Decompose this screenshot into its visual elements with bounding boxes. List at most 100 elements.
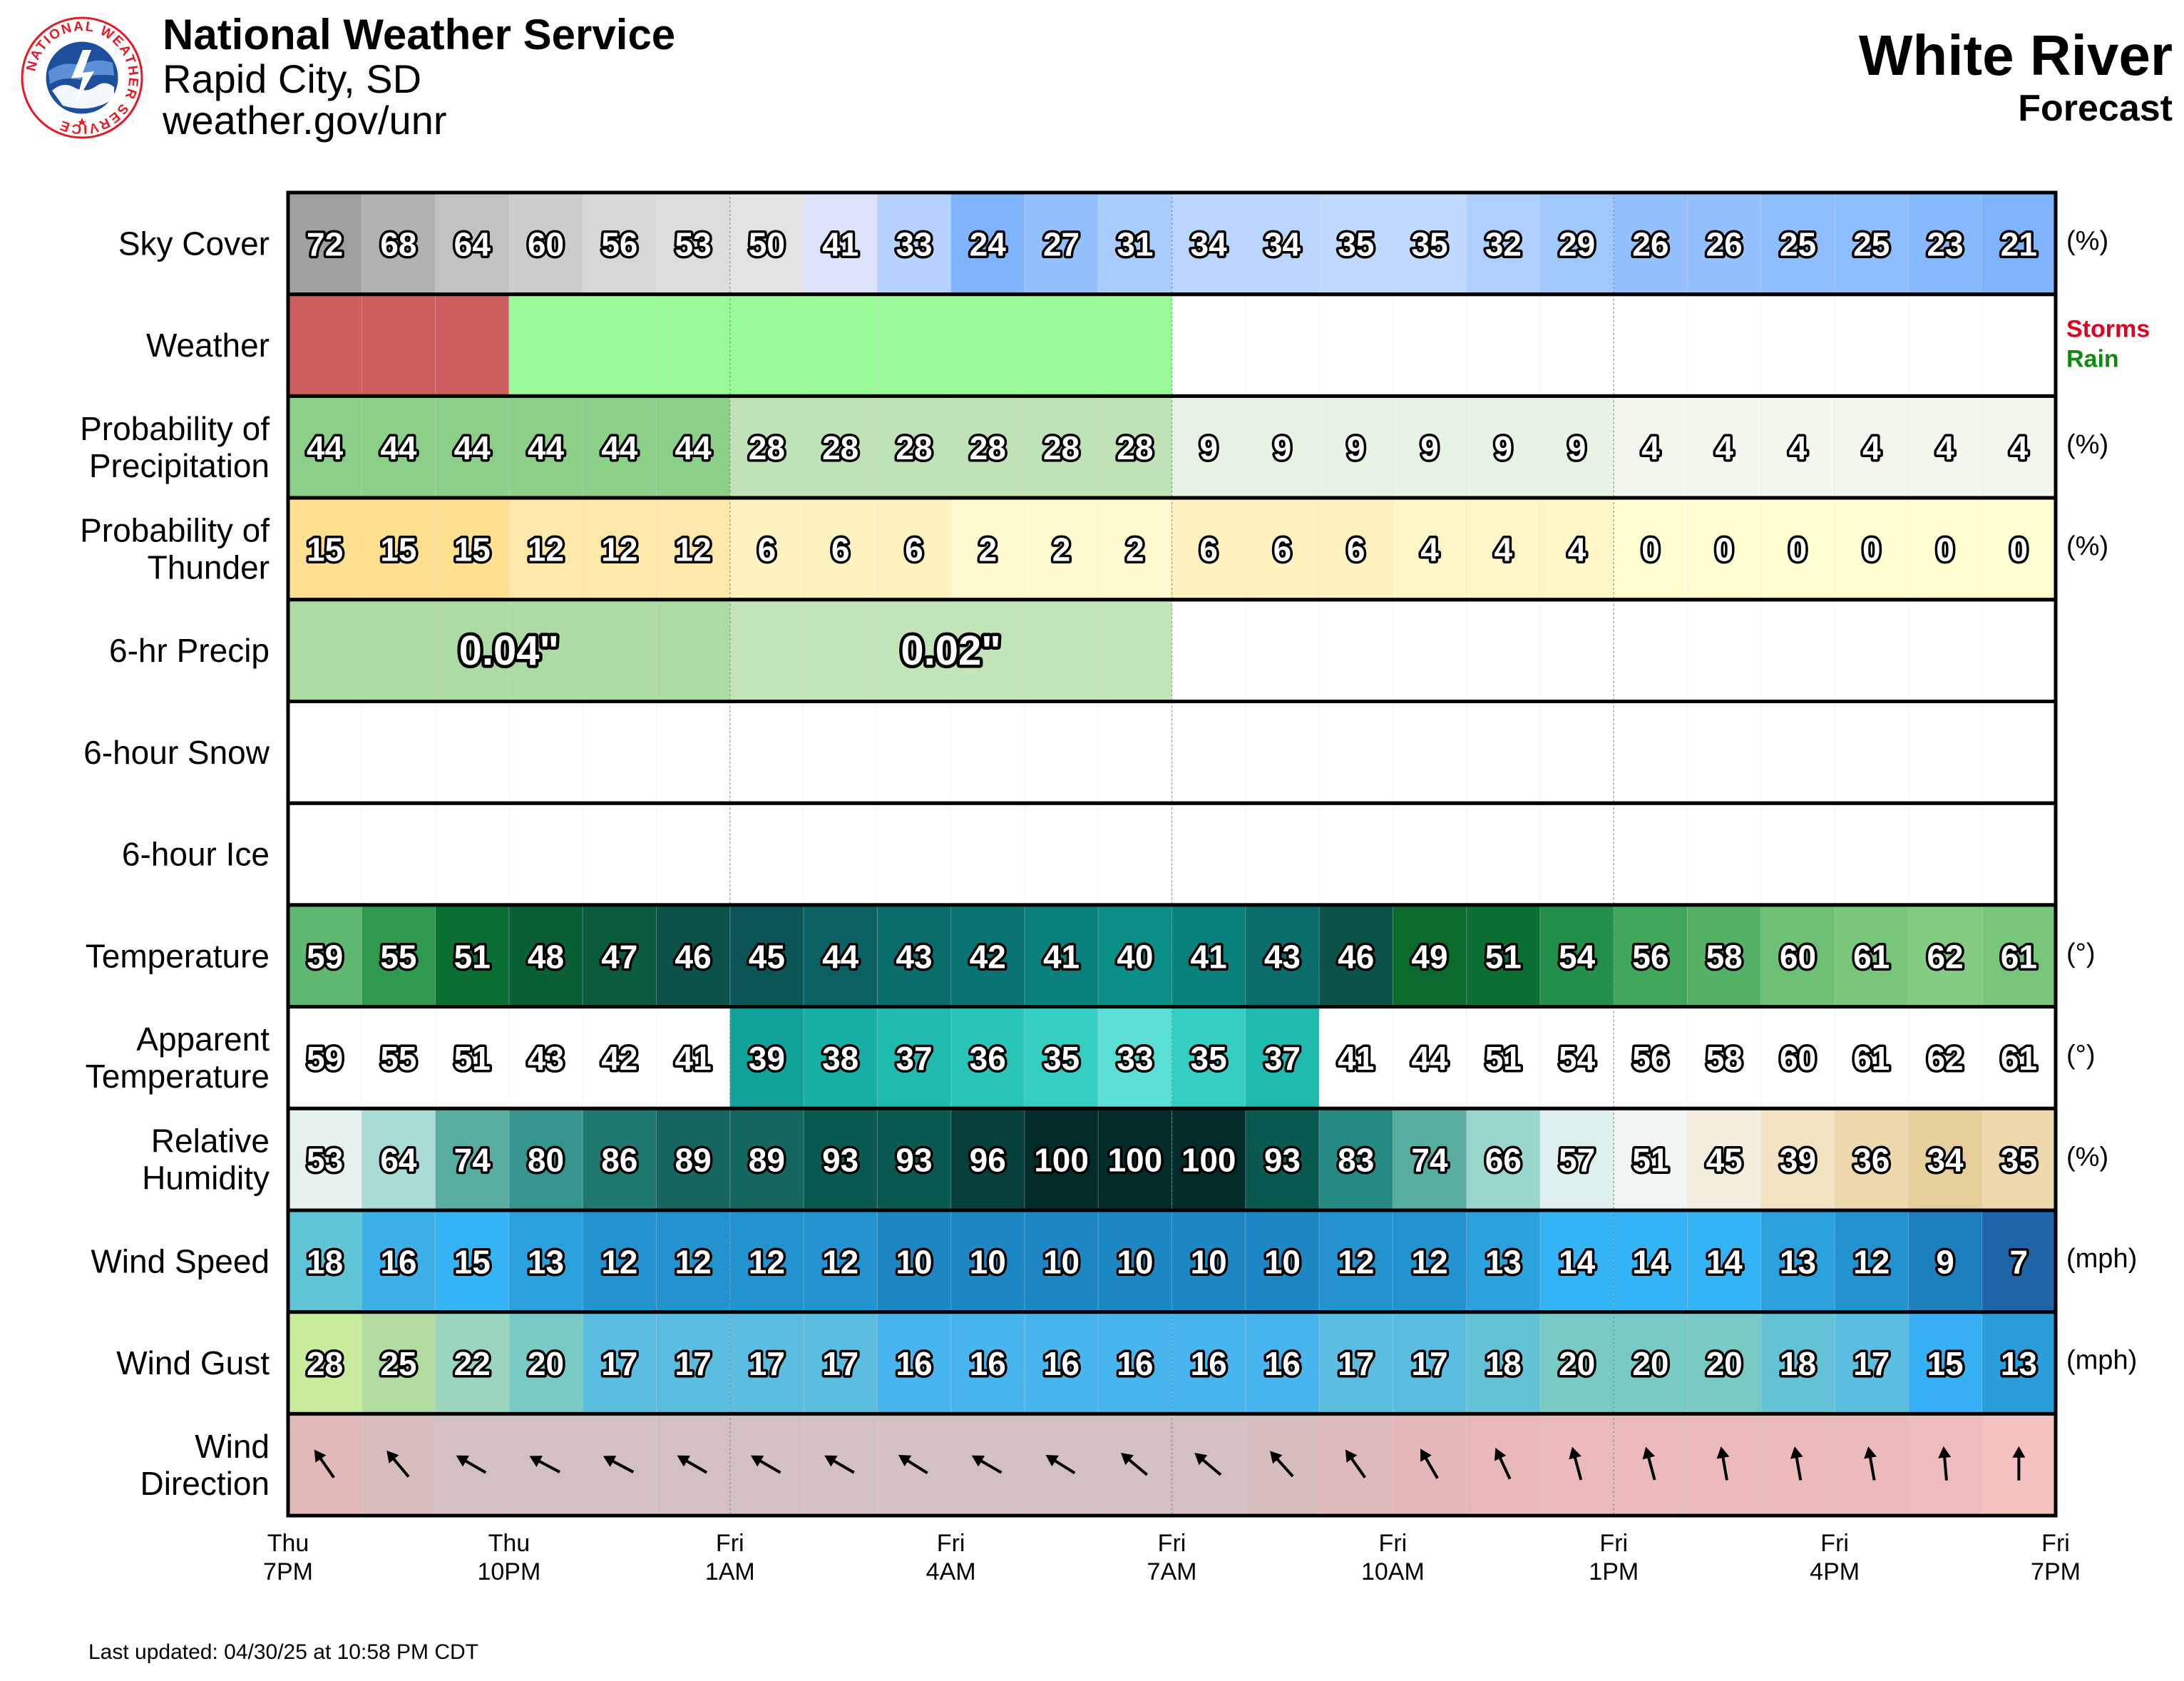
apparent-cell (1760, 1006, 1835, 1109)
snow-label: 6-hour Snow (83, 734, 270, 771)
nws-logo: NATIONAL WEATHER SERVICE (21, 16, 143, 139)
temp-cell (1760, 904, 1835, 1007)
rh-cell (435, 1108, 510, 1210)
sky-label-line: Sky Cover (118, 225, 270, 262)
temp-unit: (°) (2066, 939, 2096, 969)
wind-cell (583, 1210, 657, 1312)
gust-cell (1908, 1312, 1983, 1414)
thunder-cell (435, 498, 510, 600)
pop-cell (1024, 396, 1099, 499)
rh-cell (1760, 1108, 1835, 1210)
gust-value: 20 (528, 1345, 564, 1382)
pop-value: 28 (1117, 429, 1153, 466)
apparent-value: 51 (454, 1040, 491, 1077)
office-header: National Weather Service Rapid City, SD … (163, 11, 675, 141)
pop-label: Probability of Precipitation (80, 410, 270, 484)
apparent-value: 55 (380, 1040, 416, 1077)
apparent-value: 62 (1927, 1040, 1963, 1077)
weather-label: Weather (146, 327, 270, 364)
sky-value: 25 (1853, 225, 1890, 262)
pop-cell (362, 396, 436, 499)
rh-value: 100 (1181, 1142, 1236, 1179)
temp-value: 59 (307, 938, 343, 975)
sky-cell (877, 193, 952, 295)
thunder-cell (877, 498, 952, 600)
weather-label-line: Weather (146, 327, 270, 364)
wind-label-line: Wind Speed (91, 1242, 270, 1279)
pop-cell (1687, 396, 1762, 499)
apparent-value: 39 (749, 1040, 785, 1077)
pop-value: 28 (822, 429, 858, 466)
pop-value: 9 (1495, 429, 1513, 466)
wind-direction-arrow (677, 1455, 708, 1474)
wind-cell (729, 1210, 804, 1312)
wind-direction-arrow (386, 1450, 410, 1478)
thunder-value: 12 (601, 531, 637, 568)
dir-label: Wind Direction (140, 1428, 270, 1502)
temp-value: 61 (1853, 938, 1890, 975)
wind-direction-arrow (1864, 1446, 1877, 1481)
sky-value: 24 (970, 225, 1007, 262)
x-tick-label: Fri 4AM (926, 1530, 976, 1585)
wind-direction-arrow (1420, 1448, 1439, 1479)
thunder-value: 2 (1052, 531, 1071, 568)
wind-cell (1687, 1210, 1762, 1312)
rh-value: 80 (528, 1142, 564, 1179)
wind-direction-arrow (603, 1456, 635, 1473)
thunder-value: 4 (1495, 531, 1513, 568)
rh-cell (1982, 1108, 2056, 1210)
office-website[interactable]: weather.gov/unr (163, 98, 447, 143)
temp-cell (804, 904, 878, 1007)
temp-cell (1172, 904, 1246, 1007)
temp-cell (288, 904, 362, 1007)
apparent-cell (877, 1006, 952, 1109)
pop-cell (1760, 396, 1835, 499)
thunder-value: 0 (1789, 531, 1808, 568)
rh-cell (288, 1108, 362, 1210)
pop-cell (1245, 396, 1320, 499)
sky-cell (1760, 193, 1835, 295)
thunder-cell (362, 498, 436, 600)
apparent-value: 36 (970, 1040, 1006, 1077)
rh-cell (1245, 1108, 1320, 1210)
wind-cell (1539, 1210, 1614, 1312)
wind-cell (1024, 1210, 1099, 1312)
weather-rain-band (508, 294, 1172, 397)
pop-value: 4 (1936, 429, 1954, 466)
wind-cell (362, 1210, 436, 1312)
location-header: White River Forecast (1859, 24, 2173, 130)
apparent-value: 33 (1117, 1040, 1153, 1077)
sky-unit: (%) (2066, 226, 2108, 256)
apparent-cell (804, 1006, 878, 1109)
apparent-label-line: Temperature (86, 1058, 270, 1095)
apparent-cell (1245, 1006, 1320, 1109)
apparent-cell (1098, 1006, 1172, 1109)
row-qpf: 6-hr Precip 0.04" 0.02" (109, 598, 2058, 703)
row-gust: Wind Gust (mph) 28 25 22 20 17 17 17 17 16 16 16 16 16… (116, 1310, 2137, 1416)
dir-border (286, 1411, 2058, 1518)
ice-label-line: 6-hour Ice (122, 836, 270, 873)
gust-value: 17 (1411, 1345, 1447, 1382)
pop-cell (729, 396, 804, 499)
pop-value: 44 (307, 429, 344, 466)
gust-unit: (mph) (2066, 1346, 2137, 1376)
pop-value: 9 (1568, 429, 1586, 466)
thunder-value: 2 (978, 531, 997, 568)
gust-value: 17 (675, 1345, 712, 1382)
apparent-value: 60 (1780, 1040, 1816, 1077)
gust-cell (583, 1312, 657, 1414)
temp-cell (1024, 904, 1099, 1007)
thunder-cell (1245, 498, 1320, 600)
thunder-value: 15 (380, 531, 416, 568)
temp-value: 48 (528, 938, 564, 975)
gust-value: 17 (601, 1345, 637, 1382)
rh-value: 89 (675, 1142, 712, 1179)
sky-value: 34 (1264, 225, 1301, 262)
sky-cell (508, 193, 583, 295)
wind-value: 12 (749, 1243, 785, 1280)
thunder-cell (1466, 498, 1541, 600)
sky-value: 26 (1706, 225, 1743, 262)
wind-value: 18 (307, 1243, 343, 1280)
pop-cell (1982, 396, 2056, 499)
pop-value: 28 (970, 429, 1006, 466)
